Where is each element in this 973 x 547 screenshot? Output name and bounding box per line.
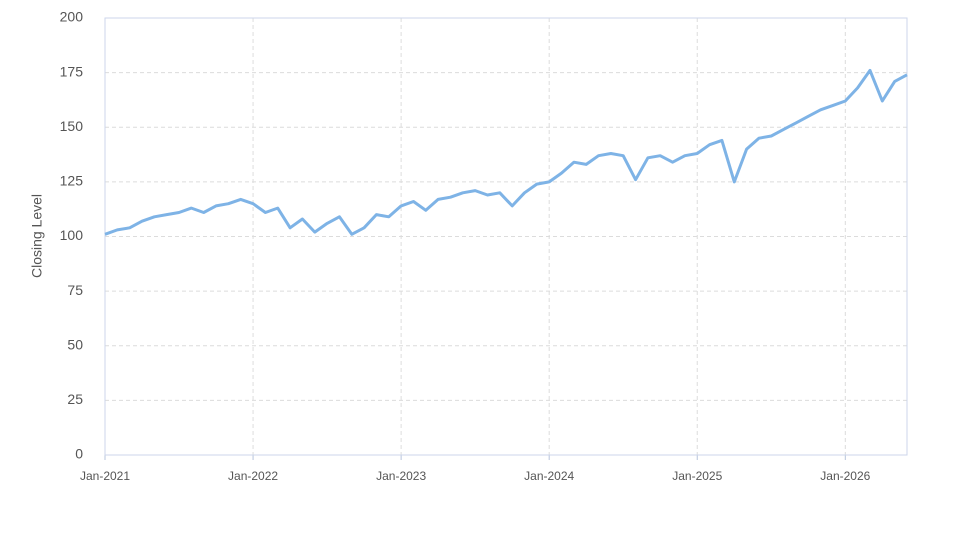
x-tick-label: Jan-2025 [672,469,722,483]
x-tick-label: Jan-2026 [820,469,870,483]
y-tick-label: 0 [75,446,83,462]
y-tick-label: 150 [60,118,84,134]
x-tick-label: Jan-2021 [80,469,130,483]
y-axis-title: Closing Level [29,194,45,278]
y-tick-label: 200 [60,9,84,25]
plot-border [104,17,908,456]
y-tick-label: 125 [60,173,84,189]
data-line [104,68,908,236]
y-tick-label: 100 [60,227,84,243]
x-tick-label: Jan-2022 [228,469,278,483]
y-tick-label: 25 [67,391,83,407]
x-tick-label: Jan-2023 [376,469,426,483]
y-tick-label: 50 [67,336,83,352]
x-tick-label: Jan-2024 [524,469,574,483]
y-tick-label: 75 [67,282,83,298]
y-tick-label: 175 [60,63,84,79]
